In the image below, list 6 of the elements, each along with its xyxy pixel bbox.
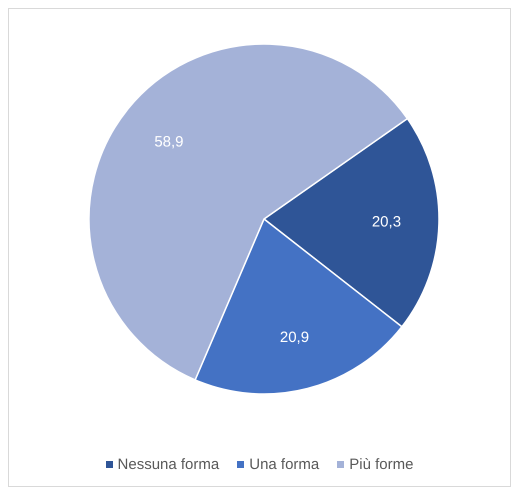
legend-label: Più forme [349,456,414,473]
legend-label: Una forma [249,456,320,473]
data-label: 58,9 [154,133,184,150]
data-label: 20,9 [280,329,310,346]
legend-label: Nessuna forma [118,456,220,473]
data-label: 20,3 [372,214,402,231]
